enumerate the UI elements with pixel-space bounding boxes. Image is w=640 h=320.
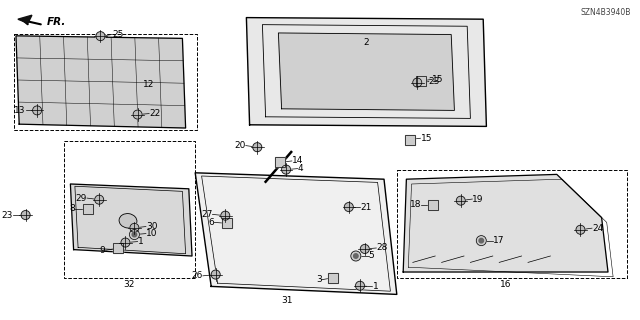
Circle shape	[133, 110, 142, 119]
Bar	[222, 218, 232, 228]
Bar	[404, 134, 415, 145]
Text: 29: 29	[76, 194, 87, 203]
Bar	[113, 243, 124, 253]
Text: 6: 6	[209, 218, 214, 227]
Text: 25: 25	[112, 30, 124, 39]
Text: 1: 1	[372, 282, 378, 291]
Text: 12: 12	[143, 80, 155, 89]
Circle shape	[351, 251, 361, 261]
Text: 22: 22	[149, 109, 161, 118]
Text: 15: 15	[420, 134, 432, 143]
Bar	[428, 200, 438, 210]
Polygon shape	[403, 174, 608, 272]
Bar	[416, 76, 426, 86]
Ellipse shape	[119, 213, 137, 228]
Bar	[222, 218, 232, 228]
Circle shape	[576, 225, 585, 234]
Circle shape	[476, 236, 486, 246]
Bar	[275, 157, 285, 167]
Text: 2: 2	[364, 38, 369, 47]
Text: 30: 30	[146, 222, 157, 231]
Text: 3: 3	[316, 275, 322, 284]
Bar	[416, 76, 426, 86]
Circle shape	[479, 238, 484, 243]
Circle shape	[33, 106, 42, 115]
Bar	[404, 134, 415, 145]
Bar	[83, 204, 93, 214]
Text: 23: 23	[1, 211, 13, 220]
Polygon shape	[18, 15, 32, 23]
Text: 5: 5	[369, 252, 374, 260]
Circle shape	[130, 223, 139, 232]
Polygon shape	[16, 36, 186, 128]
Text: 32: 32	[124, 280, 135, 289]
Circle shape	[96, 32, 105, 41]
Text: 4: 4	[298, 164, 303, 173]
Text: SZN4B3940B: SZN4B3940B	[580, 8, 630, 17]
Text: 28: 28	[376, 244, 388, 252]
Text: 1: 1	[138, 237, 143, 246]
Circle shape	[456, 196, 465, 205]
Text: 26: 26	[191, 271, 203, 280]
Circle shape	[360, 244, 369, 253]
Text: 17: 17	[493, 236, 504, 245]
Polygon shape	[246, 18, 486, 126]
Circle shape	[353, 254, 358, 258]
Bar	[113, 243, 124, 253]
Bar	[83, 204, 93, 214]
Text: FR.: FR.	[47, 17, 66, 27]
Circle shape	[21, 211, 30, 220]
Text: 18: 18	[410, 200, 421, 209]
Circle shape	[282, 165, 291, 174]
Text: 16: 16	[500, 280, 511, 289]
Text: 21: 21	[360, 203, 372, 212]
Text: 9: 9	[100, 246, 106, 255]
Bar	[328, 273, 338, 283]
Circle shape	[253, 143, 262, 152]
Circle shape	[355, 281, 365, 290]
Text: 8: 8	[69, 204, 75, 213]
Circle shape	[211, 270, 220, 279]
Polygon shape	[195, 173, 397, 294]
Text: 19: 19	[472, 195, 484, 204]
Text: 10: 10	[146, 229, 157, 238]
Circle shape	[129, 229, 140, 240]
Circle shape	[413, 78, 422, 87]
Text: 23: 23	[429, 77, 440, 86]
Circle shape	[121, 238, 130, 247]
Text: 24: 24	[592, 224, 604, 233]
Text: 20: 20	[234, 141, 246, 150]
Text: 13: 13	[14, 106, 26, 115]
Text: 31: 31	[281, 296, 292, 305]
Circle shape	[221, 211, 230, 220]
Bar	[428, 200, 438, 210]
Text: 15: 15	[432, 75, 444, 84]
Polygon shape	[70, 184, 192, 256]
Text: 27: 27	[201, 210, 212, 219]
Bar	[275, 157, 285, 167]
Circle shape	[132, 232, 137, 237]
Bar	[328, 273, 338, 283]
Circle shape	[344, 203, 353, 212]
Circle shape	[95, 195, 104, 204]
Polygon shape	[278, 33, 454, 110]
Text: 14: 14	[292, 156, 303, 165]
